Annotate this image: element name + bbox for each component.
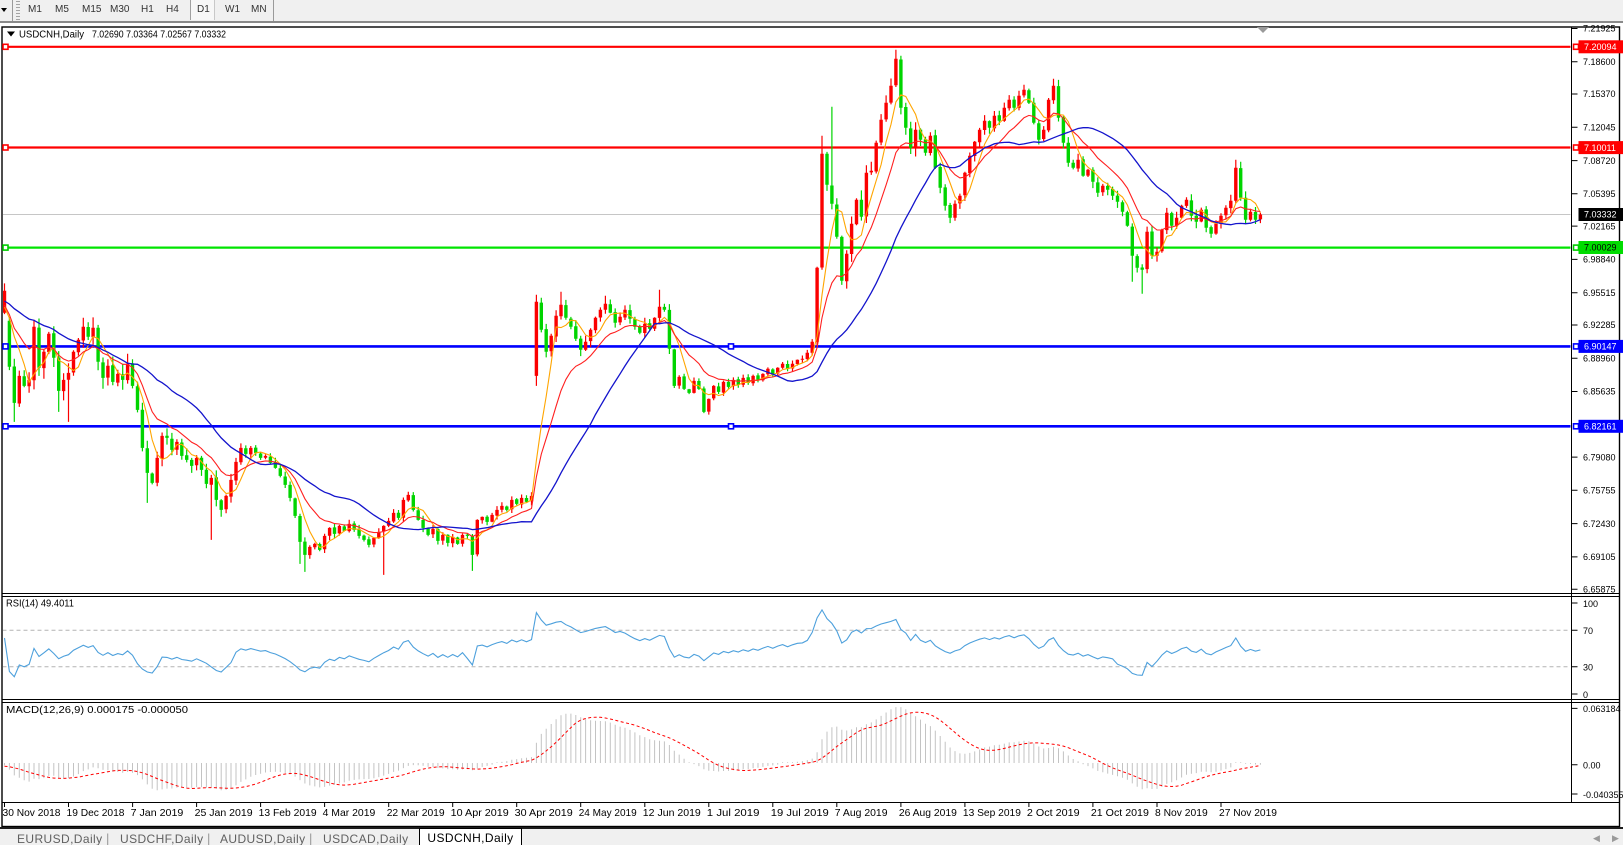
svg-text:19 Jul 2019: 19 Jul 2019 [771,807,829,819]
svg-text:6.79080: 6.79080 [1583,452,1616,462]
svg-text:0: 0 [1583,690,1588,700]
svg-text:7.03332: 7.03332 [1584,210,1617,220]
svg-text:30 Apr 2019: 30 Apr 2019 [515,807,573,819]
svg-text:6.85635: 6.85635 [1583,387,1616,397]
svg-text:0.063184: 0.063184 [1583,704,1621,714]
svg-text:7.02690 7.03364 7.02567 7.0333: 7.02690 7.03364 7.02567 7.03332 [92,30,226,41]
svg-text:7.05395: 7.05395 [1583,189,1616,199]
svg-text:8 Nov 2019: 8 Nov 2019 [1155,807,1208,819]
svg-text:7.10011: 7.10011 [1584,143,1616,153]
svg-text:2 Oct 2019: 2 Oct 2019 [1027,807,1080,819]
svg-text:24 May 2019: 24 May 2019 [579,807,637,819]
svg-text:7 Jan 2019: 7 Jan 2019 [131,807,184,819]
svg-text:0.00: 0.00 [1583,761,1601,771]
svg-text:USDCNH,Daily: USDCNH,Daily [19,30,84,41]
svg-text:6.75755: 6.75755 [1583,486,1616,496]
svg-text:13 Feb 2019: 13 Feb 2019 [259,807,317,819]
svg-text:7 Aug 2019: 7 Aug 2019 [835,807,888,819]
svg-text:30: 30 [1583,663,1593,673]
svg-text:7.15370: 7.15370 [1583,89,1616,99]
svg-text:10 Apr 2019: 10 Apr 2019 [451,807,509,819]
svg-text:7.08720: 7.08720 [1583,156,1616,166]
svg-text:27 Nov 2019: 27 Nov 2019 [1219,807,1277,819]
svg-text:6.69105: 6.69105 [1583,552,1616,562]
svg-text:7.02165: 7.02165 [1583,221,1616,231]
svg-text:25 Jan 2019: 25 Jan 2019 [195,807,253,819]
svg-text:6.90147: 6.90147 [1584,342,1617,352]
svg-text:6.92285: 6.92285 [1583,320,1616,330]
svg-text:12 Jun 2019: 12 Jun 2019 [643,807,701,819]
svg-text:6.82161: 6.82161 [1584,422,1617,432]
svg-text:7.00029: 7.00029 [1584,243,1617,253]
svg-text:7.18600: 7.18600 [1583,57,1616,67]
svg-text:21 Oct 2019: 21 Oct 2019 [1091,807,1149,819]
svg-text:4 Mar 2019: 4 Mar 2019 [323,807,376,819]
svg-text:1 Jul 2019: 1 Jul 2019 [707,807,760,819]
svg-text:6.95515: 6.95515 [1583,288,1616,298]
svg-text:7.20094: 7.20094 [1584,42,1617,52]
svg-text:22 Mar 2019: 22 Mar 2019 [387,807,445,819]
svg-text:7.12045: 7.12045 [1583,123,1616,133]
svg-text:RSI(14) 49.4011: RSI(14) 49.4011 [6,599,74,610]
svg-text:6.98840: 6.98840 [1583,255,1616,265]
svg-text:7.21925: 7.21925 [1583,24,1616,34]
svg-text:13 Sep 2019: 13 Sep 2019 [963,807,1021,819]
svg-text:26 Aug 2019: 26 Aug 2019 [899,807,957,819]
svg-text:6.88960: 6.88960 [1583,353,1616,363]
svg-text:6.72430: 6.72430 [1583,519,1616,529]
svg-text:19 Dec 2018: 19 Dec 2018 [67,807,125,819]
svg-text:30 Nov 2018: 30 Nov 2018 [3,807,61,819]
svg-text:MACD(12,26,9) 0.000175 -0.0000: MACD(12,26,9) 0.000175 -0.000050 [6,705,188,716]
svg-text:6.65875: 6.65875 [1583,584,1616,594]
svg-text:70: 70 [1583,626,1593,636]
svg-text:-0.040355: -0.040355 [1583,790,1623,800]
svg-text:100: 100 [1583,599,1598,609]
